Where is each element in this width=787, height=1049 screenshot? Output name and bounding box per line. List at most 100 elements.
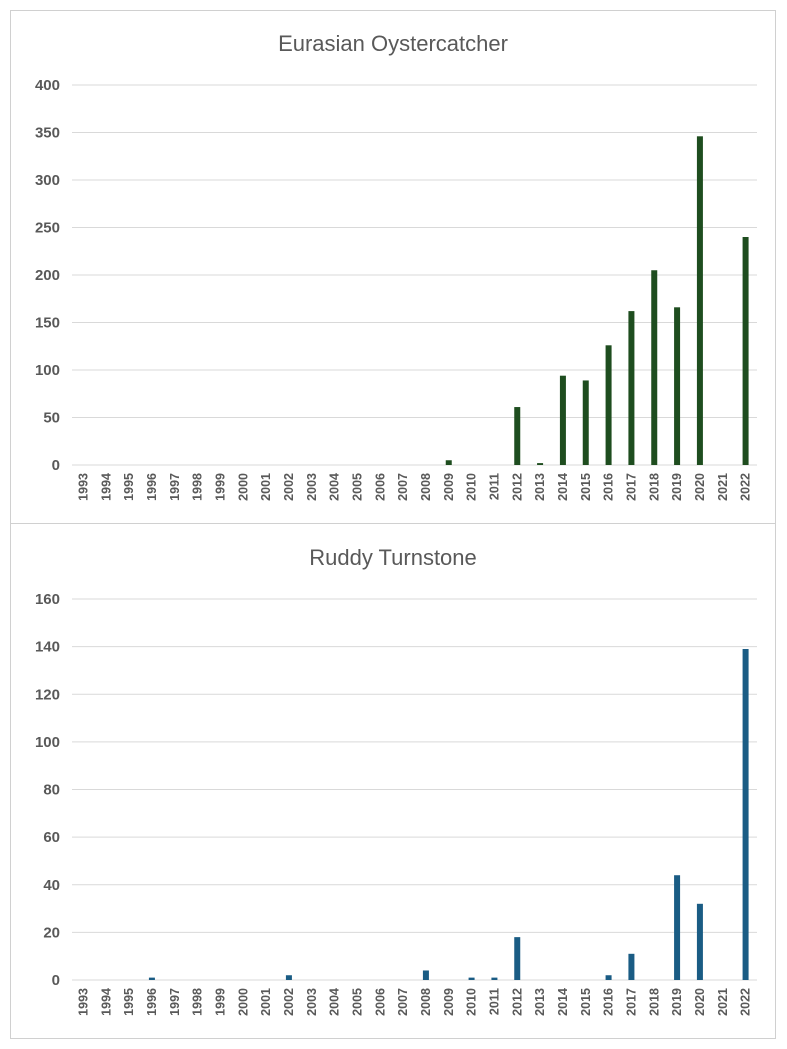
x-tick-label: 2001 — [259, 473, 273, 501]
chart-title: Eurasian Oystercatcher — [278, 31, 508, 56]
chart-panel-ruddy-turnstone: Ruddy Turnstone 0 20 40 60 80 100 120 140 160 199… — [10, 523, 776, 1039]
x-tick-label: 1993 — [76, 473, 90, 501]
bar-2009 — [445, 460, 452, 465]
x-tick-label: 2006 — [373, 473, 387, 501]
x-tick-label: 1996 — [145, 473, 159, 501]
x-tick-label: 2010 — [465, 473, 479, 501]
x-tick-label: 2011 — [487, 473, 501, 500]
x-tick-label: 2002 — [282, 988, 296, 1016]
x-tick-label: 1998 — [191, 473, 205, 501]
x-tick-label: 2019 — [670, 988, 684, 1016]
x-tick-label: 2002 — [282, 473, 296, 501]
y-tick-label: 0 — [52, 972, 60, 989]
y-tick-label: 120 — [35, 686, 60, 703]
y-tick-label: 400 — [35, 77, 60, 94]
x-tick-label: 2000 — [236, 473, 250, 501]
bar-2022 — [742, 649, 749, 980]
x-tick-label: 2008 — [419, 473, 433, 501]
y-tick-label: 60 — [43, 829, 60, 846]
y-tick-label: 50 — [43, 410, 60, 427]
bar-2012 — [514, 407, 521, 465]
bar-2011 — [491, 977, 498, 980]
x-tick-label: 2011 — [487, 988, 501, 1015]
bar-2022 — [742, 237, 749, 465]
x-tick-label: 2021 — [716, 473, 730, 501]
bar-2010 — [468, 977, 475, 980]
y-tick-label: 300 — [35, 172, 60, 189]
x-tick-label: 1999 — [213, 473, 227, 501]
y-tick-label: 20 — [43, 924, 60, 941]
x-tick-label: 1997 — [168, 473, 182, 501]
bar-2019 — [674, 307, 681, 465]
y-tick-label: 250 — [35, 220, 60, 237]
x-tick-label: 2017 — [624, 988, 638, 1016]
x-tick-label: 2005 — [350, 988, 364, 1016]
y-tick-label: 40 — [43, 877, 60, 894]
x-tick-label: 2017 — [624, 473, 638, 501]
x-tick-label: 2006 — [373, 988, 387, 1016]
chart-title: Ruddy Turnstone — [309, 545, 477, 570]
x-tick-label: 2007 — [396, 988, 410, 1016]
y-tick-label: 150 — [35, 315, 60, 332]
x-tick-label: 2019 — [670, 473, 684, 501]
bar-2013 — [537, 463, 544, 465]
x-tick-label: 2016 — [602, 988, 616, 1016]
x-tick-label: 2022 — [739, 473, 753, 501]
x-tick-label: 2003 — [305, 988, 319, 1016]
x-tick-label: 1999 — [213, 988, 227, 1016]
chart-panel-eurasian-oystercatcher: Eurasian Oystercatcher 0 50 100 150 200 250 30… — [10, 10, 776, 524]
x-tick-label: 2015 — [579, 988, 593, 1016]
x-tick-label: 2007 — [396, 473, 410, 501]
x-tick-label: 1998 — [191, 988, 205, 1016]
x-tick-label: 2004 — [328, 988, 342, 1016]
bar-chart-eurasian-oystercatcher: 0 50 100 150 200 250 300 350 400 1993 1994 1995 1996… — [35, 77, 757, 501]
x-tick-label: 2009 — [442, 473, 456, 501]
bar-2015 — [582, 380, 589, 465]
x-tick-label: 1993 — [76, 988, 90, 1016]
x-tick-label: 2000 — [236, 988, 250, 1016]
bar-2014 — [559, 375, 566, 465]
bar-1996 — [148, 977, 155, 980]
y-tick-label: 0 — [52, 457, 60, 474]
bar-chart-ruddy-turnstone: 0 20 40 60 80 100 120 140 160 1993 1994 1995 1996 199… — [35, 591, 757, 1016]
bar-2017 — [628, 953, 635, 980]
bar-2020 — [696, 903, 703, 980]
y-tick-label: 350 — [35, 125, 60, 142]
x-tick-label: 2003 — [305, 473, 319, 501]
x-tick-label: 2013 — [533, 988, 547, 1016]
bar-2012 — [514, 937, 521, 980]
x-tick-label: 1996 — [145, 988, 159, 1016]
x-tick-label: 2015 — [579, 473, 593, 501]
x-tick-label: 2008 — [419, 988, 433, 1016]
x-tick-label: 1995 — [122, 988, 136, 1016]
x-tick-label: 2014 — [556, 988, 570, 1016]
x-tick-label: 2012 — [510, 473, 524, 501]
x-tick-label: 2020 — [693, 473, 707, 501]
x-tick-label: 2020 — [693, 988, 707, 1016]
bar-2002 — [285, 975, 292, 980]
bar-2016 — [605, 975, 612, 980]
x-tick-label: 2014 — [556, 473, 570, 501]
x-tick-label: 2005 — [350, 473, 364, 501]
bar-2008 — [422, 970, 429, 980]
x-tick-label: 1994 — [99, 473, 113, 501]
x-tick-label: 2012 — [510, 988, 524, 1016]
x-tick-label: 2013 — [533, 473, 547, 501]
x-tick-label: 2001 — [259, 988, 273, 1016]
x-tick-label: 2009 — [442, 988, 456, 1016]
y-tick-label: 100 — [35, 734, 60, 751]
bar-2016 — [605, 345, 612, 465]
y-tick-label: 200 — [35, 267, 60, 284]
x-tick-label: 2021 — [716, 988, 730, 1016]
y-tick-label: 100 — [35, 362, 60, 379]
y-tick-label: 140 — [35, 639, 60, 656]
bar-2019 — [674, 875, 681, 980]
y-tick-label: 80 — [43, 782, 60, 799]
x-tick-label: 1994 — [99, 988, 113, 1016]
x-tick-label: 1997 — [168, 988, 182, 1016]
x-tick-label: 2022 — [739, 988, 753, 1016]
bar-2020 — [696, 136, 703, 466]
x-tick-label: 2016 — [602, 473, 616, 501]
x-tick-label: 1995 — [122, 473, 136, 501]
x-tick-label: 2004 — [328, 473, 342, 501]
